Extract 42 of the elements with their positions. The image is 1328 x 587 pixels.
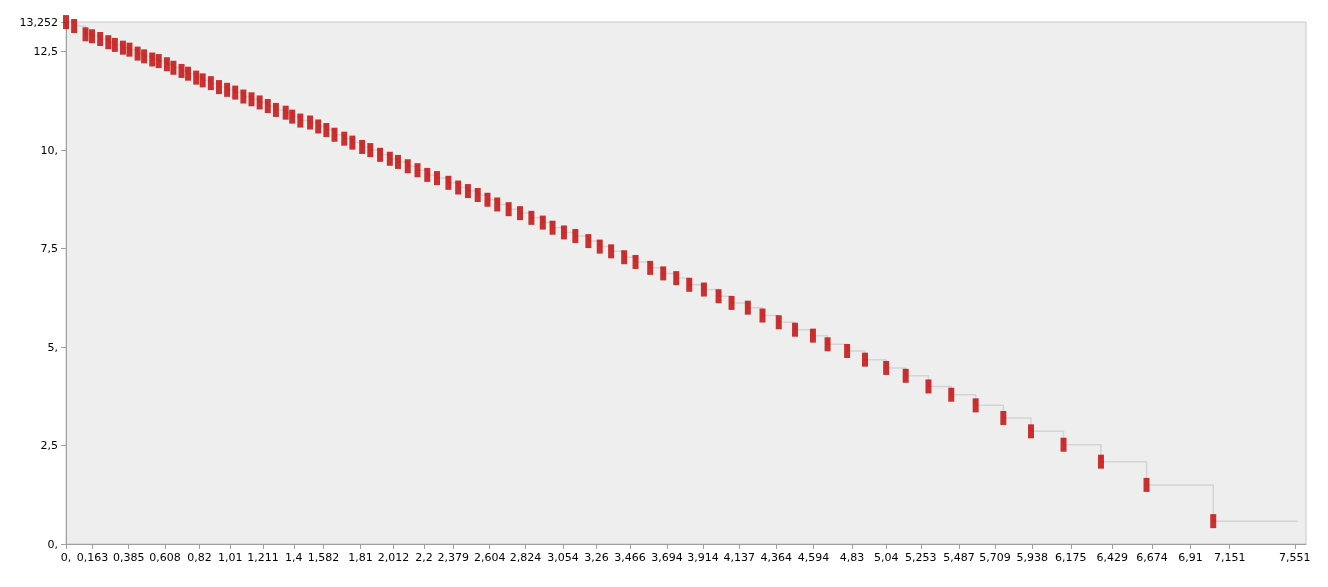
- x-tick-label: 5,487: [943, 551, 975, 564]
- x-tick-label: 0,608: [149, 551, 181, 564]
- x-tick-label: 4,594: [797, 551, 830, 564]
- x-tick-label: 2,012: [377, 551, 410, 564]
- y-tick-label: 13,252: [19, 15, 58, 29]
- y-tick-label: 5,: [47, 340, 58, 354]
- x-tick-label: 5,938: [1016, 551, 1049, 564]
- x-tick-label: 2,604: [474, 551, 506, 564]
- x-tick-label: 3,26: [584, 551, 609, 564]
- x-tick-label: 6,674: [1136, 551, 1168, 564]
- x-tick-label: 5,253: [905, 551, 937, 564]
- y-tick-label: 10,: [40, 143, 58, 157]
- x-tick-label: 0,: [60, 551, 72, 564]
- x-tick-label: 6,429: [1096, 551, 1128, 564]
- x-tick-label: 3,694: [651, 551, 683, 564]
- x-tick-label: 4,364: [760, 551, 792, 564]
- x-tick-label: 5,04: [873, 551, 899, 564]
- x-tick-label: 2,824: [509, 551, 542, 564]
- x-tick-label: 2,379: [437, 551, 469, 564]
- x-tick-label: 1,01: [218, 551, 243, 564]
- y-tick-label: 7,5: [40, 242, 58, 256]
- y-tick-label: 0,: [47, 537, 58, 551]
- x-tick-label: 1,582: [307, 551, 340, 564]
- x-tick-label: 7,551: [1279, 551, 1311, 564]
- x-tick-label: 1,81: [348, 551, 373, 564]
- x-tick-label: 2,2: [415, 551, 433, 564]
- x-tick-label: 3,054: [547, 551, 579, 564]
- x-tick-label: 0,385: [112, 551, 145, 564]
- y-tick-label: 2,5: [40, 439, 58, 453]
- x-tick-label: 1,4: [285, 551, 303, 564]
- x-tick-label: 6,175: [1055, 551, 1087, 564]
- x-tick-label: 1,211: [247, 551, 279, 564]
- x-tick-label: 4,83: [839, 551, 865, 564]
- x-tick-label: 7,151: [1213, 551, 1246, 564]
- x-tick-label: 3,914: [687, 551, 719, 564]
- x-tick-label: 6,91: [1178, 551, 1203, 564]
- x-tick-label: 0,163: [76, 551, 109, 564]
- x-tick-label: 0,82: [187, 551, 212, 564]
- x-tick-label: 3,466: [614, 551, 646, 564]
- x-tick-label: 5,709: [979, 551, 1011, 564]
- x-tick-label: 4,137: [723, 551, 755, 564]
- y-tick-label: 12,5: [33, 45, 58, 59]
